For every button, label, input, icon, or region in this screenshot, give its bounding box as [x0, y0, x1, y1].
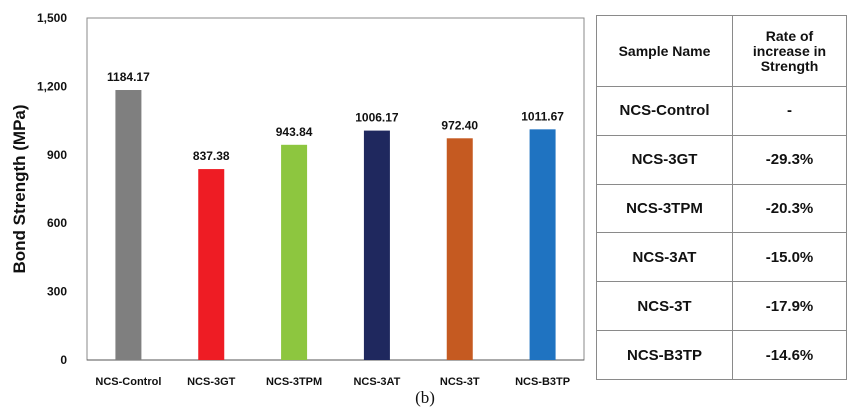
bars	[115, 90, 556, 360]
table-row: NCS-3TPM -20.3%	[596, 183, 847, 234]
table-cell-sample: NCS-Control	[596, 86, 733, 136]
table-cell-rate: -17.9%	[732, 281, 847, 332]
bar	[529, 129, 556, 360]
figure-caption-container: (b)	[0, 388, 850, 408]
data-labels: 1184.17 837.38 943.84 1006.17 972.40 1011.67	[107, 70, 564, 163]
rate-table: Sample Name Rate of increase in Strength…	[596, 15, 847, 380]
table-cell-sample: NCS-3TPM	[596, 183, 733, 234]
y-axis-label: Bond Strength (MPa)	[10, 104, 29, 273]
data-label: 837.38	[193, 149, 230, 163]
bar	[363, 130, 390, 360]
bar	[281, 144, 308, 360]
table-cell-rate: -14.6%	[732, 330, 847, 380]
x-tick-label: NCS-3GT	[187, 376, 236, 388]
header-sample-name: Sample Name	[596, 15, 733, 87]
figure-caption: (b)	[415, 388, 435, 407]
x-tick-label: NCS-3AT	[353, 376, 400, 388]
header-rate-of-increase: Rate of increase in Strength	[732, 15, 847, 87]
y-tick-labels: 0 300 600 900 1,200 1,500	[37, 11, 67, 367]
table-cell-rate: -20.3%	[732, 183, 847, 234]
table-row: NCS-B3TP -14.6%	[596, 330, 847, 380]
y-tick-label: 0	[60, 353, 67, 367]
data-label: 1184.17	[107, 70, 150, 84]
y-tick-label: 600	[47, 216, 67, 230]
table-header-row: Sample Name Rate of increase in Strength	[596, 15, 847, 87]
bar	[446, 138, 473, 360]
data-label: 1011.67	[521, 109, 564, 123]
y-tick-label: 1,500	[37, 11, 67, 25]
x-tick-labels: NCS-Control NCS-3GT NCS-3TPM NCS-3AT NCS-3T N…	[95, 376, 570, 388]
table-cell-sample: NCS-3GT	[596, 134, 733, 185]
table-row: NCS-Control -	[596, 86, 847, 136]
x-tick-label: NCS-3TPM	[266, 376, 322, 388]
bar	[198, 169, 225, 360]
data-label: 943.84	[276, 125, 313, 139]
bar	[115, 90, 142, 360]
table-cell-rate: -15.0%	[732, 232, 847, 283]
table-row: NCS-3T -17.9%	[596, 281, 847, 332]
plot-area-frame	[86, 17, 585, 361]
x-tick-label: NCS-Control	[95, 376, 161, 388]
y-tick-label: 1,200	[37, 79, 67, 93]
table-row: NCS-3AT -15.0%	[596, 232, 847, 283]
table-cell-sample: NCS-B3TP	[596, 330, 733, 380]
table-cell-sample: NCS-3AT	[596, 232, 733, 283]
table-cell-rate: -29.3%	[732, 134, 847, 185]
table-cell-rate: -	[732, 86, 847, 136]
x-tick-label: NCS-3T	[440, 376, 480, 388]
bar-chart: 0 300 600 900 1,200 1,500 1184.17 837.38 943.84…	[10, 11, 585, 388]
table-cell-sample: NCS-3T	[596, 281, 733, 332]
x-tick-label: NCS-B3TP	[515, 376, 570, 388]
data-label: 972.40	[441, 118, 478, 132]
y-tick-label: 900	[47, 148, 67, 162]
table-row: NCS-3GT -29.3%	[596, 134, 847, 185]
y-tick-label: 300	[47, 285, 67, 299]
data-label: 1006.17	[355, 111, 399, 125]
